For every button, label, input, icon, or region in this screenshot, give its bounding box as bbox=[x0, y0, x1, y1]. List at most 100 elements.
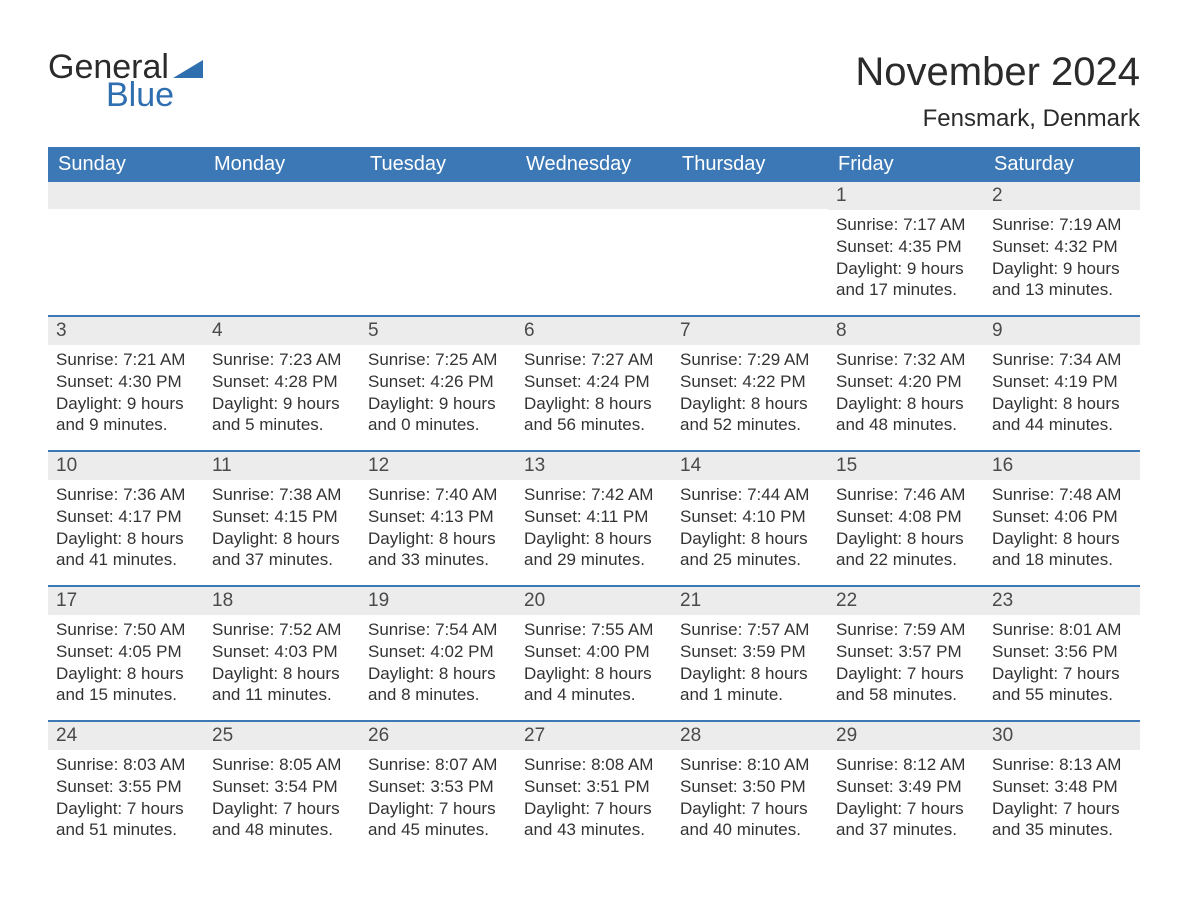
calendar-table: SundayMondayTuesdayWednesdayThursdayFrid… bbox=[48, 147, 1140, 855]
day-details: Sunrise: 7:32 AMSunset: 4:20 PMDaylight:… bbox=[828, 345, 984, 436]
calendar-week: 24 Sunrise: 8:03 AMSunset: 3:55 PM Dayligh… bbox=[48, 720, 1140, 855]
generalblue-logo: General Blue bbox=[48, 50, 203, 112]
day-number: 4 bbox=[204, 317, 360, 345]
day-details: Sunrise: 7:50 AMSunset: 4:05 PMDaylight:… bbox=[48, 615, 204, 706]
day-day1: Daylight: 9 hours bbox=[992, 258, 1132, 280]
day-cell bbox=[672, 182, 828, 315]
day-sunrise: Sunrise: 7:57 AM bbox=[680, 619, 820, 641]
day-cell: 28 Sunrise: 8:10 AMSunset: 3:50 PMDayligh… bbox=[672, 722, 828, 855]
day-day1: Daylight: 8 hours bbox=[212, 663, 352, 685]
day-sunrise: Sunrise: 7:32 AM bbox=[836, 349, 976, 371]
day-sunrise: Sunrise: 7:19 AM bbox=[992, 214, 1132, 236]
day-details: Sunrise: 7:23 AMSunset: 4:28 PMDaylight:… bbox=[204, 345, 360, 436]
day-day1: Daylight: 8 hours bbox=[212, 528, 352, 550]
day-details: Sunrise: 7:54 AMSunset: 4:02 PMDaylight:… bbox=[360, 615, 516, 706]
day-sunset: Sunset: 4:20 PM bbox=[836, 371, 976, 393]
day-cell: 18Sunrise: 7:52 AMSunset: 4:03 PMDayligh… bbox=[204, 587, 360, 720]
day-sunrise: Sunrise: 7:50 AM bbox=[56, 619, 196, 641]
day-cell: 19Sunrise: 7:54 AMSunset: 4:02 PMDayligh… bbox=[360, 587, 516, 720]
day-sunrise: Sunrise: 8:12 AM bbox=[836, 754, 976, 776]
day-cell: 21Sunrise: 7:57 AMSunset: 3:59 PMDayligh… bbox=[672, 587, 828, 720]
day-day2: and 11 minutes. bbox=[212, 684, 352, 706]
day-day2: and 56 minutes. bbox=[524, 414, 664, 436]
day-day2: and 41 minutes. bbox=[56, 549, 196, 571]
day-cell: 27Sunrise: 8:08 AMSunset: 3:51 PMDayligh… bbox=[516, 722, 672, 855]
day-details: Sunrise: 7:17 AMSunset: 4:35 PMDaylight:… bbox=[828, 210, 984, 301]
day-sunrise: Sunrise: 7:44 AM bbox=[680, 484, 820, 506]
day-day2: and 37 minutes. bbox=[836, 819, 976, 841]
day-day2: and 48 minutes. bbox=[212, 819, 352, 841]
day-number: 1 bbox=[828, 182, 984, 210]
day-day2: and 9 minutes. bbox=[56, 414, 196, 436]
day-day2: and 18 minutes. bbox=[992, 549, 1132, 571]
day-sunset: Sunset: 4:30 PM bbox=[56, 371, 196, 393]
day-number: 9 bbox=[984, 317, 1140, 345]
day-number: 24 bbox=[48, 722, 204, 750]
day-sunset: Sunset: 3:50 PM bbox=[680, 776, 820, 798]
day-number: 28 bbox=[672, 722, 828, 750]
day-number: 16 bbox=[984, 452, 1140, 480]
day-cell: 11Sunrise: 7:38 AMSunset: 4:15 PMDayligh… bbox=[204, 452, 360, 585]
day-details: Sunrise: 7:36 AMSunset: 4:17 PMDaylight:… bbox=[48, 480, 204, 571]
day-sunset: Sunset: 3:51 PM bbox=[524, 776, 664, 798]
day-sunrise: Sunrise: 7:55 AM bbox=[524, 619, 664, 641]
day-day2: and 5 minutes. bbox=[212, 414, 352, 436]
day-day1: Daylight: 7 hours bbox=[524, 798, 664, 820]
logo-text-blue: Blue bbox=[106, 78, 174, 112]
day-sunset: Sunset: 3:59 PM bbox=[680, 641, 820, 663]
day-number: 15 bbox=[828, 452, 984, 480]
day-number: 13 bbox=[516, 452, 672, 480]
day-number: 11 bbox=[204, 452, 360, 480]
day-details: Sunrise: 7:29 AMSunset: 4:22 PMDaylight:… bbox=[672, 345, 828, 436]
day-sunset: Sunset: 3:54 PM bbox=[212, 776, 352, 798]
day-day2: and 51 minutes. bbox=[56, 819, 196, 841]
day-details: Sunrise: 8:05 AMSunset: 3:54 PMDaylight:… bbox=[204, 750, 360, 841]
day-day2: and 45 minutes. bbox=[368, 819, 508, 841]
day-day1: Daylight: 9 hours bbox=[368, 393, 508, 415]
weekday-header: Wednesday bbox=[516, 147, 672, 182]
day-number: 27 bbox=[516, 722, 672, 750]
day-number: 3 bbox=[48, 317, 204, 345]
day-sunrise: Sunrise: 7:52 AM bbox=[212, 619, 352, 641]
day-sunset: Sunset: 4:10 PM bbox=[680, 506, 820, 528]
weekday-header: Tuesday bbox=[360, 147, 516, 182]
day-day1: Daylight: 9 hours bbox=[56, 393, 196, 415]
day-number: 17 bbox=[48, 587, 204, 615]
day-number: 21 bbox=[672, 587, 828, 615]
day-cell: 1Sunrise: 7:17 AMSunset: 4:35 PMDaylight… bbox=[828, 182, 984, 315]
day-cell bbox=[48, 182, 204, 315]
day-cell: 24Sunrise: 8:03 AMSunset: 3:55 PMDayligh… bbox=[48, 722, 204, 855]
day-details: Sunrise: 8:07 AMSunset: 3:53 PMDaylight:… bbox=[360, 750, 516, 841]
day-day1: Daylight: 7 hours bbox=[992, 663, 1132, 685]
day-day2: and 40 minutes. bbox=[680, 819, 820, 841]
day-details: Sunrise: 7:55 AMSunset: 4:00 PMDaylight:… bbox=[516, 615, 672, 706]
month-title: November 2024 bbox=[855, 50, 1140, 95]
day-details: Sunrise: 7:42 AMSunset: 4:11 PMDaylight:… bbox=[516, 480, 672, 571]
day-sunrise: Sunrise: 8:05 AM bbox=[212, 754, 352, 776]
day-details: Sunrise: 7:46 AMSunset: 4:08 PMDaylight:… bbox=[828, 480, 984, 571]
day-number: 25 bbox=[204, 722, 360, 750]
day-day2: and 15 minutes. bbox=[56, 684, 196, 706]
day-details: Sunrise: 7:44 AMSunset: 4:10 PMDaylight:… bbox=[672, 480, 828, 571]
day-details: Sunrise: 7:27 AMSunset: 4:24 PMDaylight:… bbox=[516, 345, 672, 436]
day-day1: Daylight: 7 hours bbox=[680, 798, 820, 820]
day-day1: Daylight: 9 hours bbox=[212, 393, 352, 415]
day-details: Sunrise: 8:08 AMSunset: 3:51 PMDaylight:… bbox=[516, 750, 672, 841]
day-day1: Daylight: 8 hours bbox=[56, 663, 196, 685]
day-day1: Daylight: 7 hours bbox=[836, 798, 976, 820]
day-sunset: Sunset: 3:55 PM bbox=[56, 776, 196, 798]
day-sunrise: Sunrise: 8:01 AM bbox=[992, 619, 1132, 641]
day-day2: and 22 minutes. bbox=[836, 549, 976, 571]
day-day1: Daylight: 8 hours bbox=[680, 393, 820, 415]
day-details: Sunrise: 7:21 AMSunset: 4:30 PMDaylight:… bbox=[48, 345, 204, 436]
day-day2: and 48 minutes. bbox=[836, 414, 976, 436]
day-sunrise: Sunrise: 8:03 AM bbox=[56, 754, 196, 776]
day-cell: 12Sunrise: 7:40 AMSunset: 4:13 PMDayligh… bbox=[360, 452, 516, 585]
day-details: Sunrise: 7:19 AMSunset: 4:32 PMDaylight:… bbox=[984, 210, 1140, 301]
day-sunrise: Sunrise: 8:10 AM bbox=[680, 754, 820, 776]
day-cell: 8Sunrise: 7:32 AMSunset: 4:20 PMDaylight… bbox=[828, 317, 984, 450]
day-sunrise: Sunrise: 7:25 AM bbox=[368, 349, 508, 371]
day-sunset: Sunset: 4:03 PM bbox=[212, 641, 352, 663]
day-details: Sunrise: 8:13 AMSunset: 3:48 PMDaylight:… bbox=[984, 750, 1140, 841]
day-day1: Daylight: 7 hours bbox=[368, 798, 508, 820]
